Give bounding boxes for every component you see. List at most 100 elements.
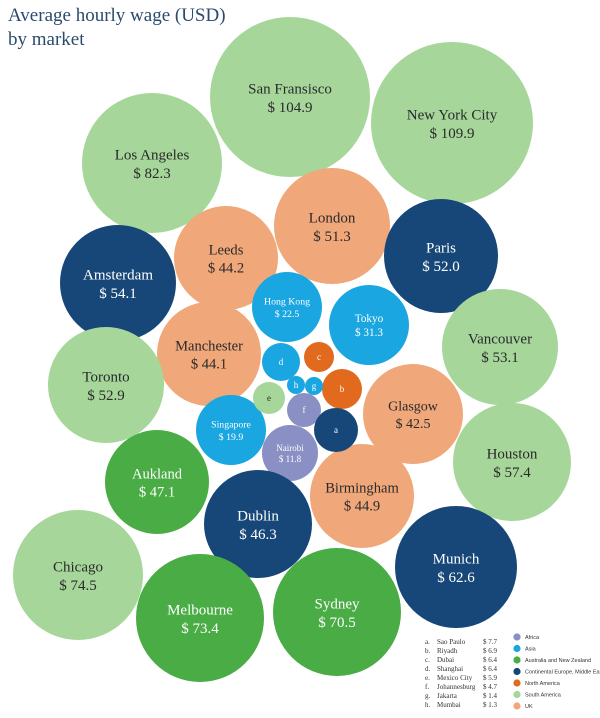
- bubble-label-houston: Houston: [487, 446, 538, 462]
- bubble-label-paris: Paris: [426, 240, 456, 256]
- key-city-shanghai: Shanghai: [437, 665, 463, 673]
- bubble-letter-d: d: [279, 357, 284, 367]
- bubble-value-melbourne: $ 73.4: [181, 621, 219, 637]
- key-value-johannesburg: $ 4.7: [483, 683, 498, 691]
- bubble-manchester: [157, 302, 261, 406]
- key-value-mumbai: $ 1.3: [483, 701, 498, 709]
- bubble-label-chicago: Chicago: [53, 559, 103, 575]
- key-letter-0: a.: [425, 638, 430, 646]
- bubble-label-hong-kong: Hong Kong: [264, 297, 310, 308]
- bubble-munich: [395, 506, 517, 628]
- bubble-value-new-york-city: $ 109.9: [430, 126, 475, 142]
- bubble-vancouver: [442, 289, 558, 405]
- bubble-label-melbourne: Melbourne: [167, 602, 233, 618]
- bubble-leeds: [174, 206, 278, 310]
- key-value-sao-paulo: $ 7.7: [483, 638, 498, 646]
- bubble-letter-g: g: [312, 381, 317, 391]
- legend-label-south-america: South America: [525, 693, 562, 699]
- bubble-label-leeds: Leeds: [209, 242, 244, 258]
- bubble-value-munich: $ 62.6: [437, 570, 475, 586]
- bubble-value-aukland: $ 47.1: [139, 485, 175, 501]
- bubble-label-san-fransisco: San Fransisco: [248, 81, 332, 97]
- key-letter-5: f.: [425, 683, 429, 691]
- bubble-label-nairobi: Nairobi: [276, 443, 304, 453]
- bubble-value-sydney: $ 70.5: [318, 615, 356, 631]
- chart-title-line-1: Average hourly wage (USD): [8, 5, 226, 26]
- bubble-letter-f: f: [303, 405, 306, 415]
- bubble-letter-a: a: [334, 425, 338, 435]
- legend-label-north-america: North America: [525, 681, 561, 687]
- bubble-label-aukland: Aukland: [132, 466, 183, 482]
- bubble-letter-b: b: [340, 384, 345, 394]
- bubble-singapore: [196, 395, 266, 465]
- bubble-hong-kong: [252, 272, 322, 342]
- bubble-c: [304, 342, 334, 372]
- legend-swatch-asia: [513, 644, 521, 653]
- legend-swatch-uk: [513, 702, 521, 710]
- key-letter-3: d.: [425, 665, 431, 673]
- bubble-label-toronto: Toronto: [82, 369, 129, 385]
- bubble-chicago: [13, 510, 143, 640]
- bubble-houston: [453, 403, 571, 521]
- bubble-b: [322, 369, 362, 409]
- bubble-glasgow: [363, 364, 463, 464]
- bubble-label-munich: Munich: [433, 551, 480, 567]
- bubble-tokyo: [329, 285, 409, 365]
- legend-swatch-continental-europe-middle-east: [513, 667, 521, 676]
- bubble-label-dublin: Dublin: [237, 508, 279, 524]
- bubble-letter-c: c: [317, 352, 321, 362]
- bubble-new-york-city: [371, 42, 533, 204]
- chart-title-line-2: by market: [8, 29, 85, 50]
- bubble-value-tokyo: $ 31.3: [355, 327, 383, 339]
- bubble-amsterdam: [60, 225, 176, 341]
- bubble-value-glasgow: $ 42.5: [396, 417, 431, 432]
- bubble-label-glasgow: Glasgow: [388, 400, 439, 415]
- legend-label-asia: Asia: [525, 647, 537, 653]
- key-city-johannesburg: Johannesburg: [437, 683, 476, 691]
- bubble-value-paris: $ 52.0: [422, 259, 460, 275]
- key-value-shanghai: $ 6.4: [483, 665, 498, 673]
- legend-label-africa: Africa: [525, 635, 540, 641]
- key-city-mexico-city: Mexico City: [437, 674, 473, 682]
- bubble-label-vancouver: Vancouver: [468, 331, 532, 347]
- bubble-aukland: [105, 430, 209, 534]
- key-letter-6: g.: [425, 692, 431, 700]
- bubble-g: [305, 377, 323, 395]
- bubble-value-chicago: $ 74.5: [59, 578, 97, 594]
- bubble-label-sydney: Sydney: [315, 596, 361, 612]
- bubble-label-birmingham: Birmingham: [325, 480, 399, 496]
- bubble-los-angeles: [82, 93, 222, 233]
- bubble-label-tokyo: Tokyo: [355, 313, 384, 325]
- key-value-dubai: $ 6.4: [483, 656, 498, 664]
- bubble-label-new-york-city: New York City: [407, 107, 498, 123]
- bubble-value-london: $ 51.3: [313, 229, 351, 245]
- legend-swatch-africa: [513, 633, 521, 641]
- key-value-riyadh: $ 6.9: [483, 647, 498, 655]
- key-value-mexico-city: $ 5.9: [483, 674, 498, 682]
- bubble-value-singapore: $ 19.9: [219, 432, 244, 443]
- key-letter-7: h.: [425, 701, 431, 709]
- bubble-value-amsterdam: $ 54.1: [99, 286, 137, 302]
- legend-swatch-south-america: [513, 690, 521, 699]
- bubble-dublin: [204, 470, 312, 578]
- key-city-sao-paulo: Sao Paulo: [437, 638, 466, 646]
- bubble-label-singapore: Singapore: [211, 420, 251, 431]
- bubble-letter-h: h: [294, 380, 299, 390]
- legend-swatch-north-america: [513, 679, 521, 687]
- bubble-label-manchester: Manchester: [175, 338, 243, 354]
- key-city-mumbai: Mumbai: [437, 701, 461, 709]
- bubble-value-leeds: $ 44.2: [208, 261, 244, 277]
- bubble-san-fransisco: [210, 17, 370, 177]
- bubble-london: [274, 168, 390, 284]
- legend-swatch-australia-and-new-zealand: [513, 656, 521, 664]
- key-city-riyadh: Riyadh: [437, 647, 458, 655]
- legend-label-uk: UK: [525, 704, 533, 710]
- bubble-letter-e: e: [267, 393, 271, 403]
- chart-title: Average hourly wage (USD) by market: [8, 4, 226, 52]
- bubble-value-toronto: $ 52.9: [87, 388, 125, 404]
- bubble-value-los-angeles: $ 82.3: [133, 166, 171, 182]
- bubble-label-amsterdam: Amsterdam: [83, 267, 153, 283]
- bubble-value-manchester: $ 44.1: [191, 357, 227, 373]
- bubble-nairobi: [262, 425, 318, 481]
- key-letter-1: b.: [425, 647, 431, 655]
